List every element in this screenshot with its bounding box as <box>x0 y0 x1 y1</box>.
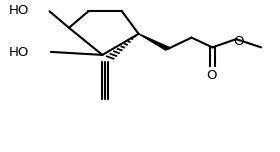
Text: HO: HO <box>9 4 29 17</box>
Text: HO: HO <box>9 46 29 59</box>
Text: O: O <box>234 35 244 48</box>
Polygon shape <box>139 34 170 50</box>
Text: O: O <box>206 69 216 82</box>
